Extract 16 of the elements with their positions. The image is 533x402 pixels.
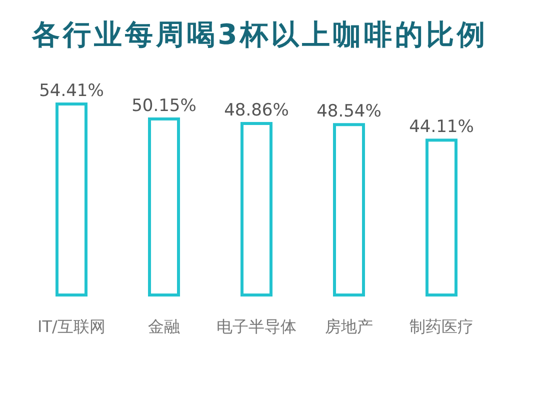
x-tick-label: 制药医疗 [410,317,474,336]
bar [56,102,88,296]
x-tick-label: 房地产 [325,317,373,336]
data-label: 50.15% [132,96,196,116]
data-label: 44.11% [409,117,474,138]
data-label: 48.54% [316,102,382,122]
bar [240,122,272,296]
bar [426,138,458,296]
data-label: 54.41% [39,81,104,101]
bar [333,123,365,296]
x-tick-label: IT/互联网 [38,317,106,336]
x-tick-label: 电子半导体 [216,317,296,336]
bar [148,117,180,296]
chart-title: 各行业每周喝3杯以上咖啡的比例 [30,18,488,51]
data-label: 48.86% [224,100,289,120]
x-tick-label: 金融 [148,317,180,336]
